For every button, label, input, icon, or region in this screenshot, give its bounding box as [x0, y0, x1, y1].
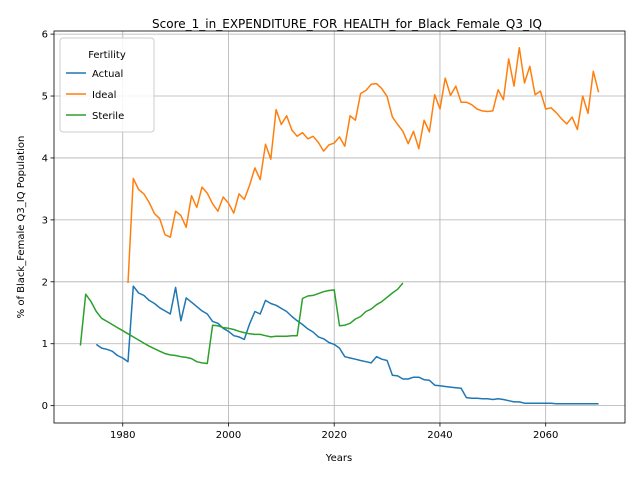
legend: Fertility Actual Ideal Sterile — [59, 37, 155, 133]
y-tick-label: 3 — [42, 215, 48, 226]
legend-label-actual: Actual — [92, 69, 123, 80]
x-axis-label: Years — [325, 453, 352, 464]
y-tick-label: 4 — [42, 153, 48, 164]
series-line-sterile — [79, 282, 404, 365]
y-tick-label: 0 — [42, 401, 48, 412]
legend-label-ideal: Ideal — [92, 90, 116, 101]
plot-frame — [53, 30, 626, 424]
series-layer — [79, 46, 600, 405]
x-tick-label: 1980 — [110, 430, 135, 441]
series-line-ideal — [127, 46, 600, 284]
x-tick-label: 2060 — [533, 430, 558, 441]
x-tick-label: 2020 — [321, 430, 346, 441]
y-tick-label: 1 — [42, 339, 48, 350]
y-tick-label: 2 — [42, 277, 48, 288]
x-tick-label: 2040 — [427, 430, 452, 441]
chart-title: Score_1_in_EXPENDITURE_FOR_HEALTH_for_Bl… — [152, 17, 542, 31]
legend-title: Fertility — [88, 50, 126, 61]
y-tick-label: 6 — [42, 30, 48, 41]
y-axis: 0 1 2 3 4 5 6 — [42, 30, 54, 412]
y-axis-label: % of Black_Female Q3_IQ Population — [16, 136, 27, 319]
series-line-actual — [95, 285, 599, 405]
legend-label-sterile: Sterile — [92, 111, 124, 122]
x-tick-label: 2000 — [216, 430, 241, 441]
x-axis: 1980 2000 2020 2040 2060 — [110, 423, 558, 441]
y-tick-label: 5 — [42, 92, 48, 103]
legend-frame — [59, 37, 155, 133]
